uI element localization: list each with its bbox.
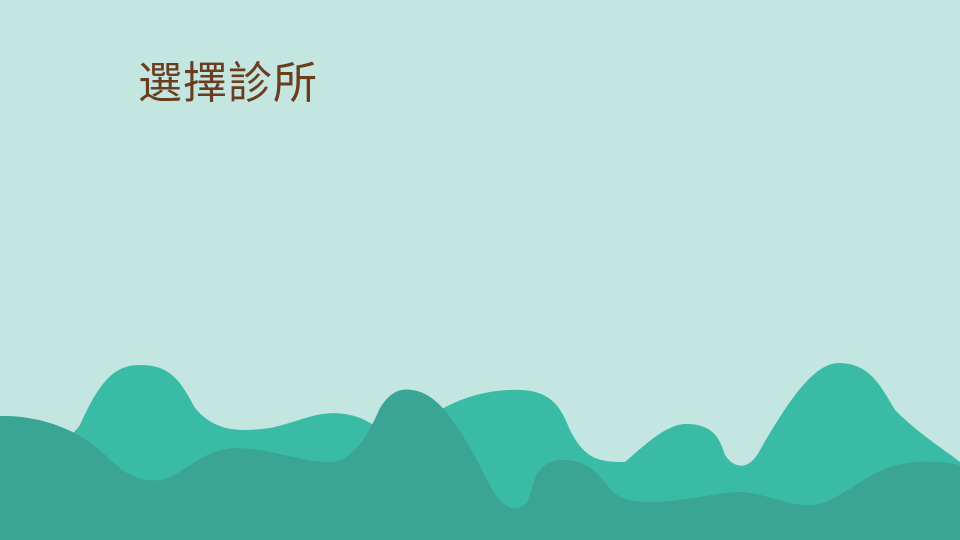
slide-title: 選擇診所 <box>138 58 318 109</box>
front-hill-range <box>0 389 960 540</box>
